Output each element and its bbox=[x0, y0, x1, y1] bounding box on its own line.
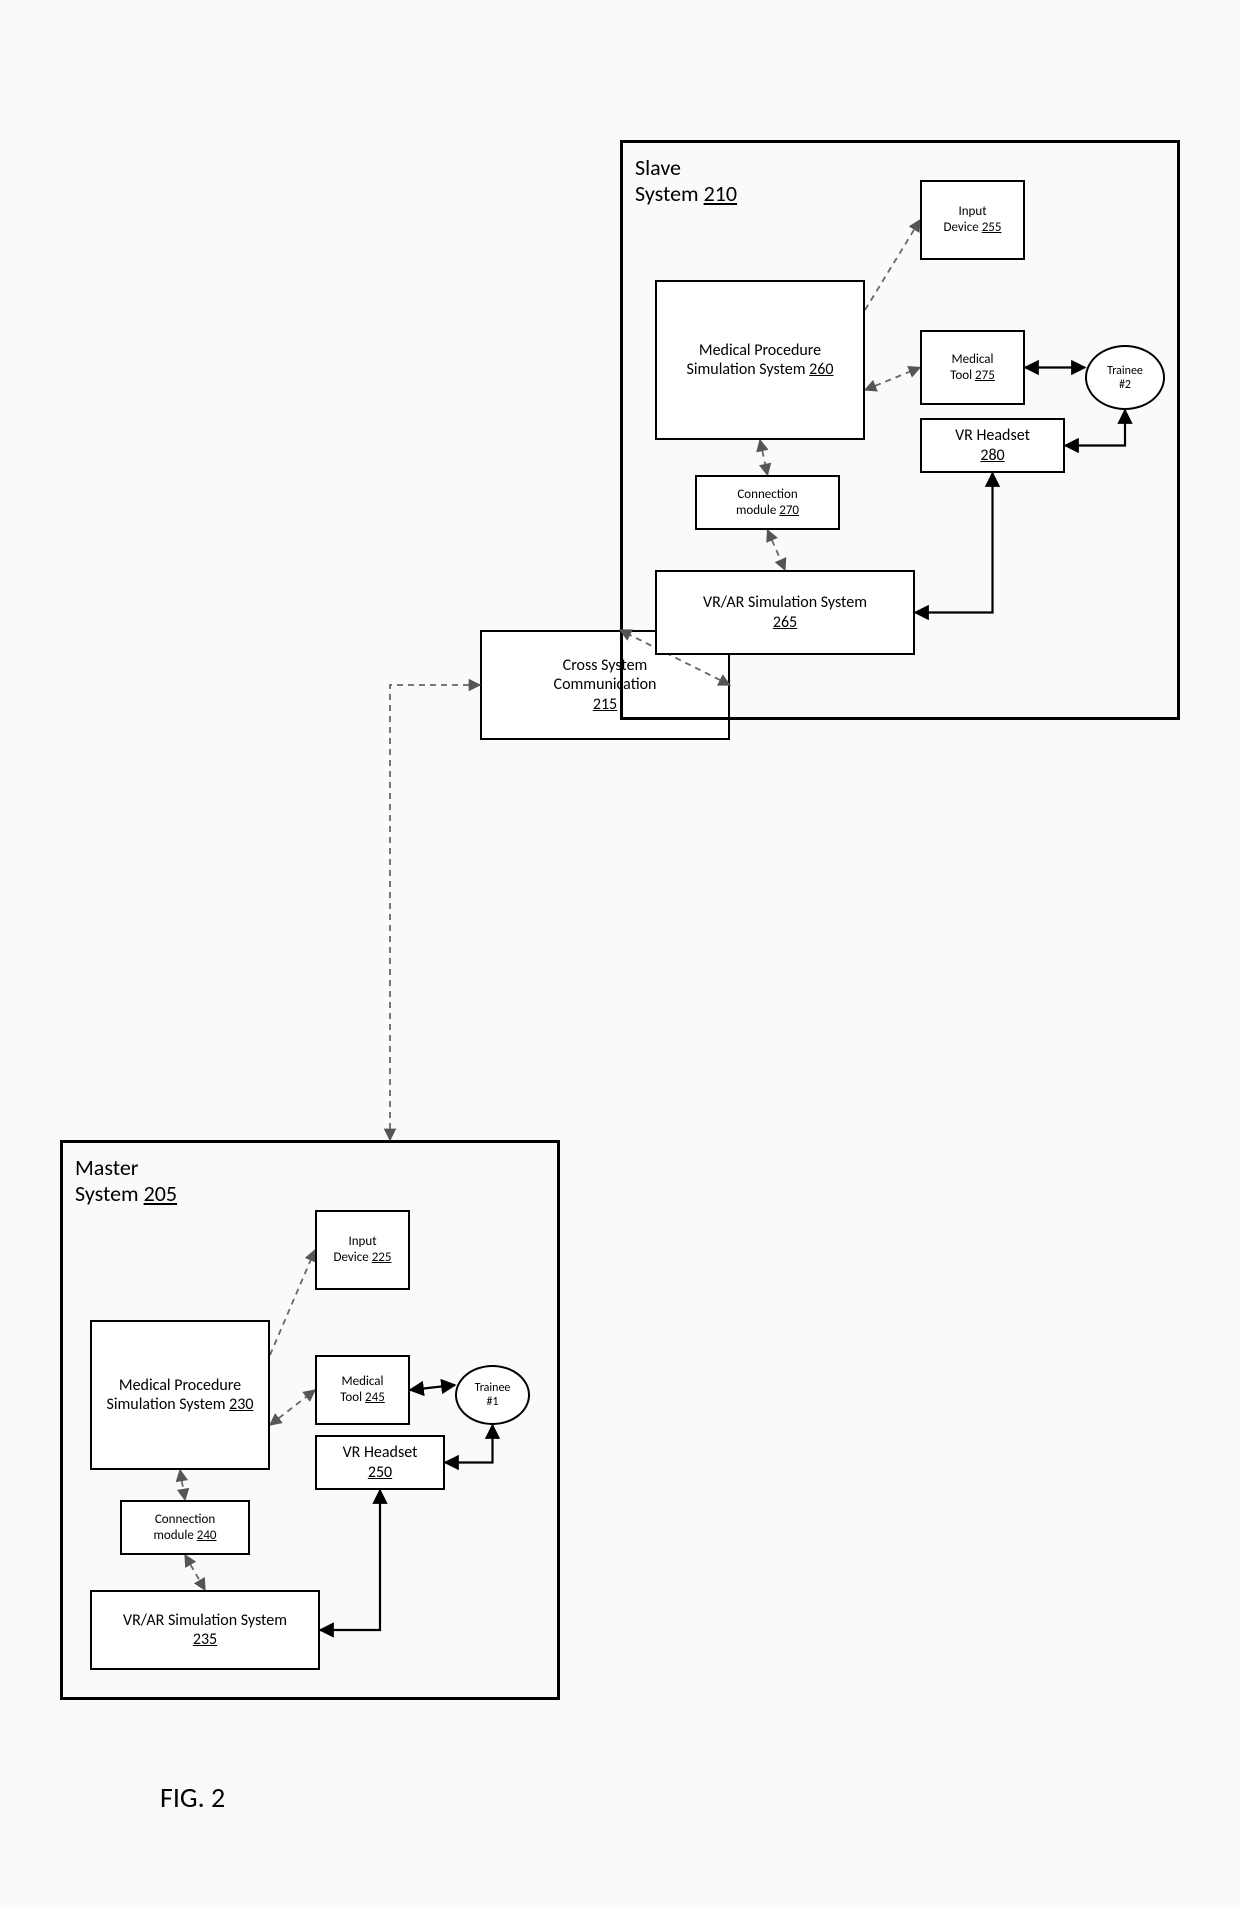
master-vrar-box: VR/AR Simulation System235 bbox=[90, 1590, 320, 1670]
slave-input-box: InputDevice 255 bbox=[920, 180, 1025, 260]
slave-ref: 210 bbox=[704, 180, 737, 207]
slave-line2: System bbox=[635, 180, 699, 207]
master-line2: System bbox=[75, 1180, 139, 1207]
slave-vrar-box: VR/AR Simulation System265 bbox=[655, 570, 915, 655]
master-med_proc-box: Medical ProcedureSimulation System 230 bbox=[90, 1320, 270, 1470]
master-trainee-ellipse: Trainee#1 bbox=[455, 1365, 530, 1425]
master-headset-box: VR Headset250 bbox=[315, 1435, 445, 1490]
slave-conn-box: Connectionmodule 270 bbox=[695, 475, 840, 530]
cross-comm-ref: 215 bbox=[593, 695, 617, 714]
figure-label: FIG. 2 bbox=[160, 1780, 225, 1815]
slave-med_proc-box: Medical ProcedureSimulation System 260 bbox=[655, 280, 865, 440]
slave-headset-box: VR Headset280 bbox=[920, 418, 1065, 473]
master-input-box: InputDevice 225 bbox=[315, 1210, 410, 1290]
edge bbox=[390, 685, 480, 1140]
diagram-canvas: Cross System Communication 215 Master Sy… bbox=[0, 0, 1240, 1908]
master-conn-box: Connectionmodule 240 bbox=[120, 1500, 250, 1555]
slave-tool-box: MedicalTool 275 bbox=[920, 330, 1025, 405]
slave-trainee-ellipse: Trainee#2 bbox=[1085, 345, 1165, 410]
master-title: Master bbox=[75, 1155, 138, 1181]
master-ref: 205 bbox=[144, 1180, 177, 1207]
master-tool-box: MedicalTool 245 bbox=[315, 1355, 410, 1425]
slave-title: Slave bbox=[635, 155, 681, 181]
